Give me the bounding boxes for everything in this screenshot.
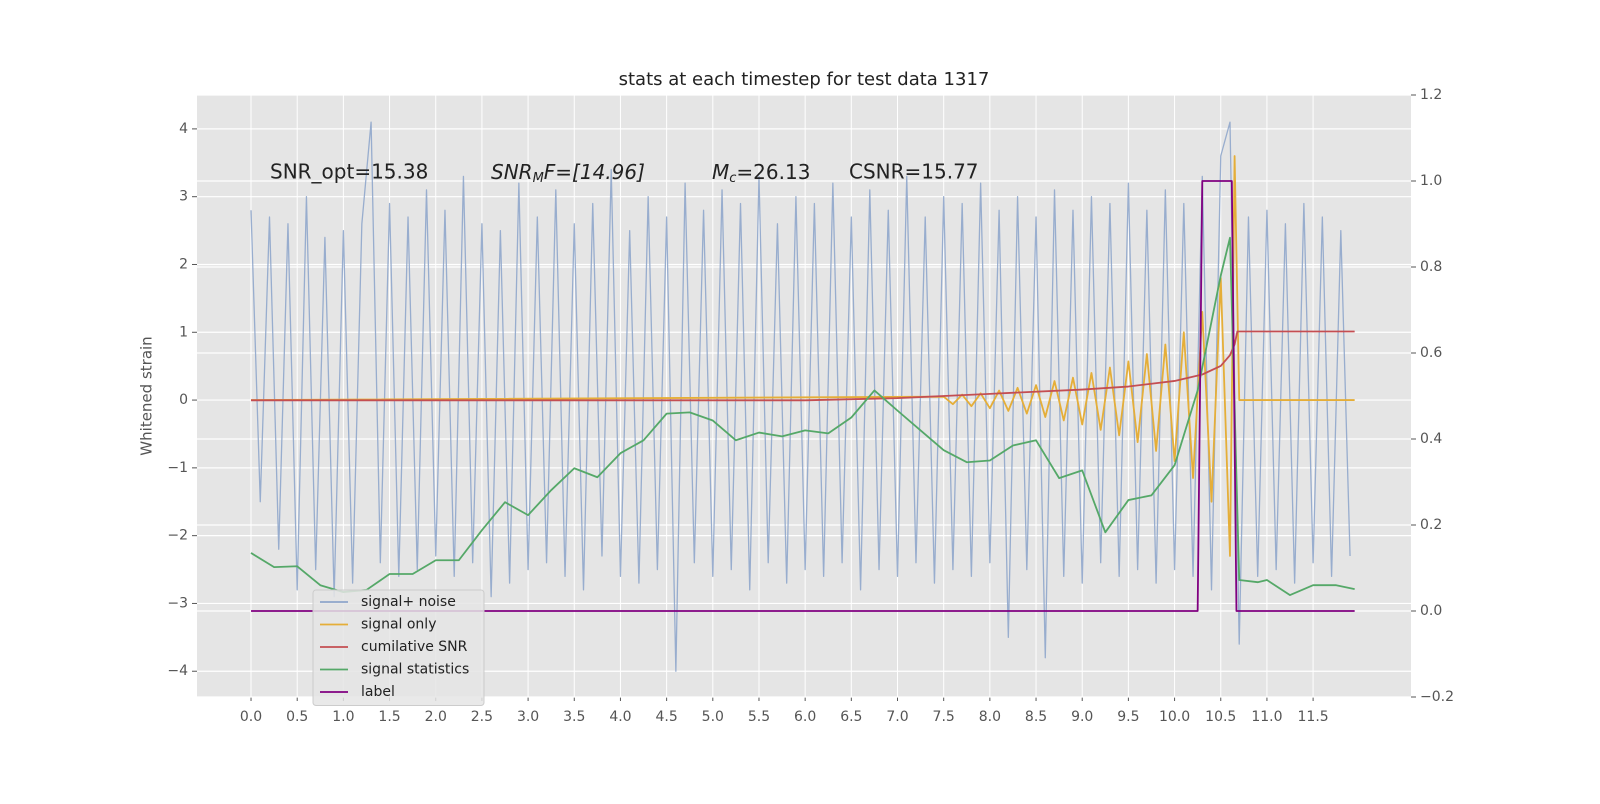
- x-tick-label: 10.0: [1159, 709, 1190, 725]
- annotation-part: SNR: [491, 160, 533, 184]
- y2-tick-label: 0.6: [1420, 345, 1442, 361]
- x-tick-label: 1.0: [332, 709, 354, 725]
- annotation: Mc=26.13: [712, 160, 810, 186]
- x-tick-label: 7.0: [886, 709, 908, 725]
- y-tick-label: −3: [167, 595, 188, 611]
- x-tick-label: 6.5: [840, 709, 862, 725]
- x-tick-label: 1.5: [378, 709, 400, 725]
- legend-label: signal statistics: [361, 662, 469, 678]
- y-tick-label: 3: [179, 189, 188, 205]
- x-tick-label: 2.5: [471, 709, 493, 725]
- y2-tick-label: 0.2: [1420, 517, 1442, 533]
- y-axis-label: Whitened strain: [138, 336, 156, 455]
- annotation-part: F=[14.96]: [544, 160, 645, 184]
- x-tick-label: 11.5: [1298, 709, 1329, 725]
- x-tick-label: 11.0: [1251, 709, 1282, 725]
- chart-title: stats at each timestep for test data 131…: [619, 69, 990, 90]
- x-tick-label: 8.0: [979, 709, 1001, 725]
- x-tick-label: 0.5: [286, 709, 308, 725]
- y2-tick-label: −0.2: [1420, 689, 1454, 705]
- series-line: [250, 121, 1351, 672]
- y-tick-label: 0: [179, 392, 188, 408]
- annotation: CSNR=15.77: [849, 160, 979, 184]
- annotation-part: M: [712, 160, 729, 184]
- y2-tick-label: 1.0: [1420, 173, 1442, 189]
- y-tick-label: 1: [179, 324, 188, 340]
- series-line: [251, 155, 1355, 557]
- y2-tick-label: 0.4: [1420, 431, 1442, 447]
- y2-tick-label: 0.0: [1420, 603, 1442, 619]
- series-line: [250, 236, 1355, 596]
- annotation: SNR_opt=15.38: [270, 160, 428, 184]
- y-tick-label: 4: [179, 121, 188, 137]
- annotation: SNRMF=[14.96]: [491, 160, 645, 186]
- x-tick-label: 3.0: [517, 709, 539, 725]
- x-tick-label: 6.0: [794, 709, 816, 725]
- x-tick-label: 5.0: [702, 709, 724, 725]
- y-tick-label: −1: [167, 460, 188, 476]
- x-tick-label: 9.5: [1117, 709, 1139, 725]
- y-tick-label: 2: [179, 256, 188, 272]
- annotation-part: =26.13: [736, 160, 810, 184]
- x-tick-label: 4.0: [609, 709, 631, 725]
- annotation-subscript: c: [729, 171, 736, 186]
- x-tick-label: 10.5: [1205, 709, 1236, 725]
- legend-label: signal only: [361, 617, 436, 633]
- x-tick-label: 5.5: [748, 709, 770, 725]
- x-tick-label: 7.5: [933, 709, 955, 725]
- x-tick-label: 0.0: [240, 709, 262, 725]
- legend-label: cumilative SNR: [361, 639, 468, 655]
- annotation-subscript: M: [533, 171, 544, 186]
- y2-tick-label: 0.8: [1420, 259, 1442, 275]
- legend-label: signal+ noise: [361, 594, 456, 610]
- legend-box: [312, 589, 485, 706]
- series-line: [251, 180, 1355, 612]
- y2-tick-label: 1.2: [1420, 87, 1442, 103]
- series-line: [251, 330, 1355, 402]
- y-tick-label: −2: [167, 528, 188, 544]
- x-tick-label: 8.5: [1025, 709, 1047, 725]
- x-tick-label: 9.0: [1071, 709, 1093, 725]
- x-tick-label: 2.0: [425, 709, 447, 725]
- x-tick-label: 4.5: [655, 709, 677, 725]
- y-tick-label: −4: [167, 663, 188, 679]
- x-tick-label: 3.5: [563, 709, 585, 725]
- legend-label: label: [361, 684, 395, 700]
